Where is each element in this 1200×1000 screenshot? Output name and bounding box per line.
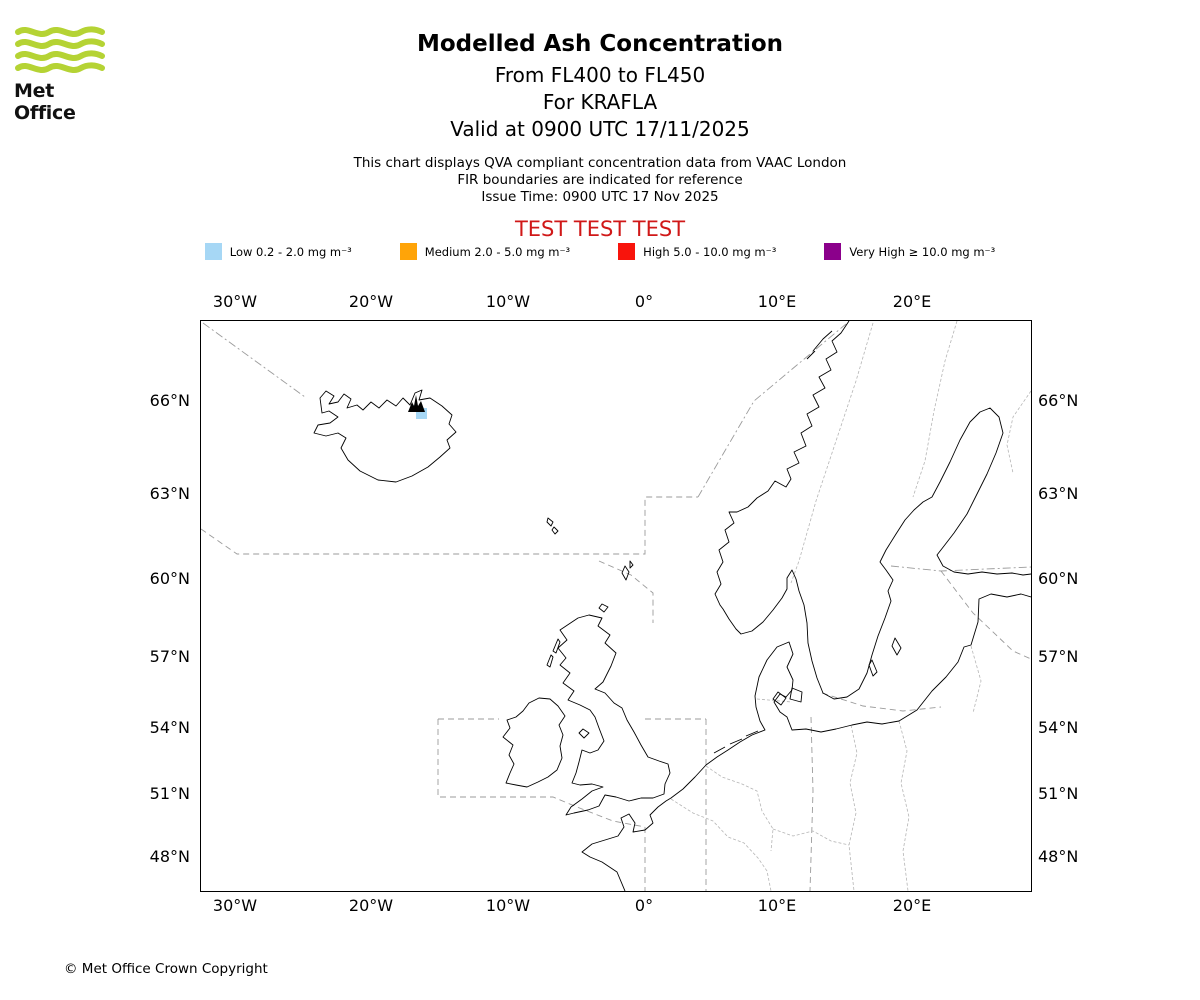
legend-label: Medium 2.0 - 5.0 mg m⁻³ bbox=[424, 244, 571, 259]
subtitle-valid-time: Valid at 0900 UTC 17/11/2025 bbox=[450, 117, 750, 141]
subtitle-flight-levels: From FL400 to FL450 bbox=[494, 63, 706, 87]
note-qva: This chart displays QVA compliant concen… bbox=[353, 155, 847, 171]
latitude-tick-label: 48°N bbox=[149, 847, 190, 866]
legend-item: Very High ≥ 10.0 mg m⁻³ bbox=[824, 243, 995, 260]
latitude-labels-right: 66°N 63°N 60°N 57°N 54°N 51°N 48°N bbox=[1038, 320, 1120, 890]
longitude-tick-label: 30°W bbox=[212, 896, 258, 915]
latitude-tick-label: 60°N bbox=[149, 569, 190, 588]
latitude-tick-label: 60°N bbox=[1038, 569, 1079, 588]
legend-label: Very High ≥ 10.0 mg m⁻³ bbox=[849, 244, 996, 259]
longitude-tick-label: 20°W bbox=[348, 292, 394, 311]
legend-swatch bbox=[399, 243, 417, 260]
legend-label: High 5.0 - 10.0 mg m⁻³ bbox=[643, 244, 777, 259]
latitude-tick-label: 51°N bbox=[1038, 784, 1079, 803]
longitude-tick-label: 0° bbox=[634, 292, 654, 311]
map-svg bbox=[201, 321, 1031, 891]
coast-great-britain bbox=[557, 614, 671, 816]
latitude-tick-label: 66°N bbox=[149, 391, 190, 410]
test-banner: TEST TEST TEST bbox=[514, 217, 686, 241]
latitude-tick-label: 54°N bbox=[149, 718, 190, 737]
longitude-tick-label: 30°W bbox=[212, 292, 258, 311]
latitude-tick-label: 63°N bbox=[1038, 484, 1079, 503]
longitude-labels-top: 30°W 20°W 10°W 0° 10°E 20°E bbox=[200, 290, 1030, 314]
latitude-tick-label: 54°N bbox=[1038, 718, 1079, 737]
header: Modelled Ash Concentration From FL400 to… bbox=[0, 30, 1200, 241]
fir-boundaries bbox=[201, 322, 1031, 891]
legend-item: Low 0.2 - 2.0 mg m⁻³ bbox=[204, 243, 352, 260]
volcano-marker-icon bbox=[408, 395, 425, 412]
legend-swatch bbox=[204, 243, 222, 260]
coast-continental-europe bbox=[581, 593, 1031, 891]
page-title: Modelled Ash Concentration bbox=[416, 31, 784, 57]
legend: Low 0.2 - 2.0 mg m⁻³ Medium 2.0 - 5.0 mg … bbox=[0, 243, 1200, 260]
map-frame bbox=[200, 320, 1032, 892]
ash-patch-low bbox=[416, 408, 427, 419]
latitude-tick-label: 66°N bbox=[1038, 391, 1079, 410]
latitude-tick-label: 57°N bbox=[1038, 647, 1079, 666]
legend-swatch bbox=[618, 243, 636, 260]
legend-item: Medium 2.0 - 5.0 mg m⁻³ bbox=[399, 243, 571, 260]
longitude-labels-bottom: 30°W 20°W 10°W 0° 10°E 20°E bbox=[200, 894, 1030, 918]
met-office-logo: Met Office bbox=[14, 24, 109, 124]
coast-small-islands bbox=[546, 330, 902, 754]
notes-block: This chart displays QVA compliant concen… bbox=[0, 155, 1200, 206]
coast-iceland bbox=[313, 389, 457, 483]
latitude-tick-label: 57°N bbox=[149, 647, 190, 666]
coast-ireland bbox=[502, 697, 566, 788]
coast-scandinavia bbox=[714, 321, 1031, 700]
latitude-tick-label: 48°N bbox=[1038, 847, 1079, 866]
note-issue-time: Issue Time: 0900 UTC 17 Nov 2025 bbox=[481, 189, 719, 205]
longitude-tick-label: 20°E bbox=[892, 292, 932, 311]
met-office-logo-text: Met Office bbox=[14, 80, 76, 124]
longitude-tick-label: 10°W bbox=[485, 292, 531, 311]
latitude-tick-label: 51°N bbox=[149, 784, 190, 803]
note-fir: FIR boundaries are indicated for referen… bbox=[457, 172, 743, 188]
met-office-waves-icon bbox=[15, 26, 105, 73]
subtitle-volcano: For KRAFLA bbox=[542, 90, 658, 114]
longitude-tick-label: 0° bbox=[634, 896, 654, 915]
coastlines bbox=[313, 321, 1031, 891]
latitude-labels-left: 66°N 63°N 60°N 57°N 54°N 51°N 48°N bbox=[108, 320, 190, 890]
longitude-tick-label: 10°E bbox=[757, 292, 797, 311]
latitude-tick-label: 63°N bbox=[149, 484, 190, 503]
legend-item: High 5.0 - 10.0 mg m⁻³ bbox=[618, 243, 776, 260]
longitude-tick-label: 10°W bbox=[485, 896, 531, 915]
legend-swatch bbox=[824, 243, 842, 260]
legend-label: Low 0.2 - 2.0 mg m⁻³ bbox=[229, 244, 352, 259]
longitude-tick-label: 20°E bbox=[892, 896, 932, 915]
country-borders bbox=[670, 321, 1031, 891]
longitude-tick-label: 20°W bbox=[348, 896, 394, 915]
longitude-tick-label: 10°E bbox=[757, 896, 797, 915]
copyright-notice: © Met Office Crown Copyright bbox=[64, 961, 268, 977]
